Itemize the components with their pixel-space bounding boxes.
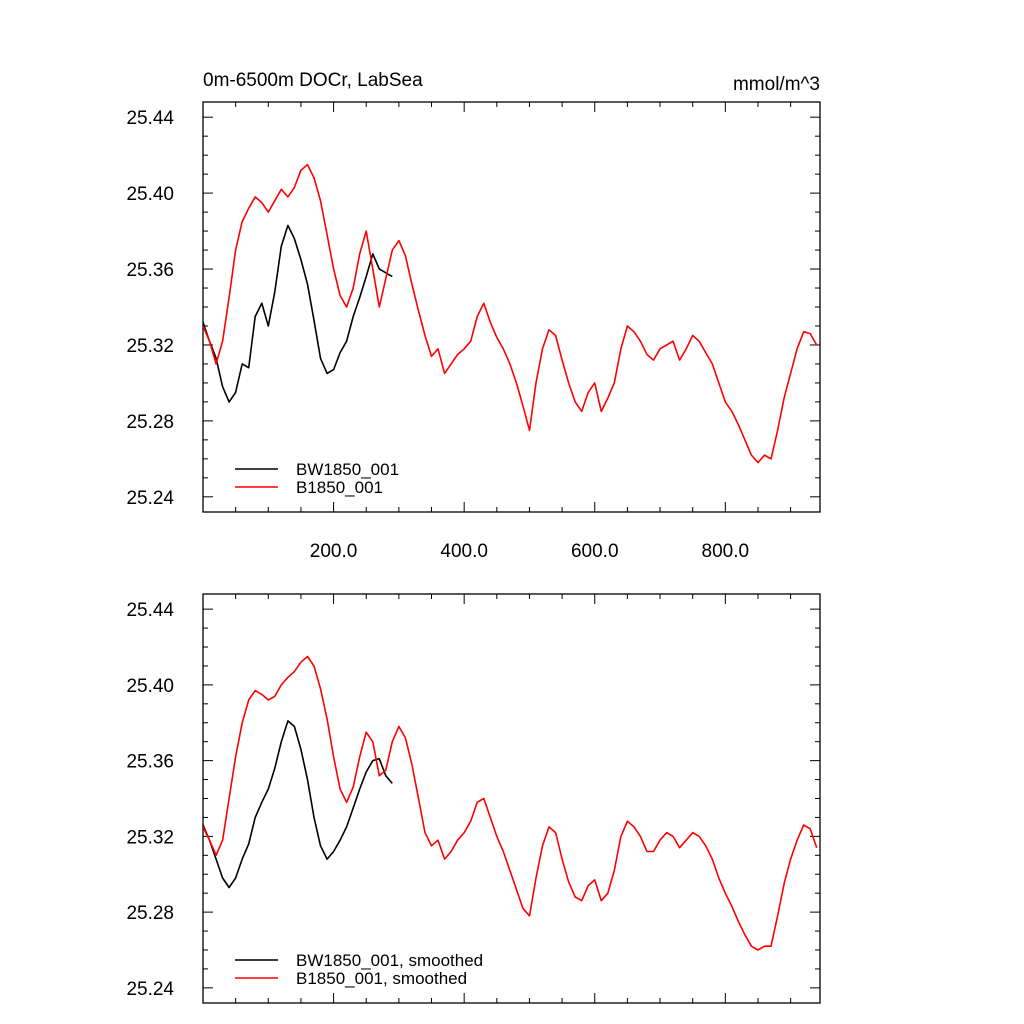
legend-label: BW1850_001 xyxy=(296,460,399,479)
series-line-b1850 xyxy=(203,655,818,951)
x-tick-label: 800.0 xyxy=(702,541,750,562)
legend-label: B1850_001, smoothed xyxy=(296,969,467,988)
bottom-panel: 25.24 25.28 25.32 25.36 25.40 25.44 BW1850_001… xyxy=(126,593,821,1004)
y-tick-label: 25.24 xyxy=(126,979,174,1000)
units-label: mmol/m^3 xyxy=(733,74,820,95)
x-tick-label: 600.0 xyxy=(571,541,619,562)
y-tick-label: 25.28 xyxy=(126,903,174,924)
chart-title: 0m-6500m DOCr, LabSea xyxy=(203,70,423,91)
plot-frame xyxy=(202,101,821,513)
y-tick-label: 25.32 xyxy=(126,336,174,357)
y-tick-label: 25.44 xyxy=(126,108,174,129)
top-panel: 25.24 25.28 25.32 25.36 25.40 25.44 200.0 400.0… xyxy=(126,70,821,562)
legend-label: BW1850_001, smoothed xyxy=(296,951,483,970)
plot-frame xyxy=(202,593,821,1004)
y-tick-label: 25.36 xyxy=(126,260,174,281)
legend-label: B1850_001 xyxy=(296,478,383,497)
y-tick-label: 25.40 xyxy=(126,676,174,697)
y-tick-label: 25.40 xyxy=(126,184,174,205)
y-tick-label: 25.24 xyxy=(126,488,174,509)
x-tick-label: 200.0 xyxy=(310,541,358,562)
x-tick-label: 400.0 xyxy=(440,541,488,562)
series-line-b1850 xyxy=(203,163,818,464)
y-tick-label: 25.44 xyxy=(126,600,174,621)
y-tick-label: 25.36 xyxy=(126,752,174,773)
y-tick-label: 25.28 xyxy=(126,412,174,433)
series-line-bw1850 xyxy=(203,224,393,403)
series-line-bw1850 xyxy=(203,720,393,889)
y-tick-label: 25.32 xyxy=(126,827,174,848)
